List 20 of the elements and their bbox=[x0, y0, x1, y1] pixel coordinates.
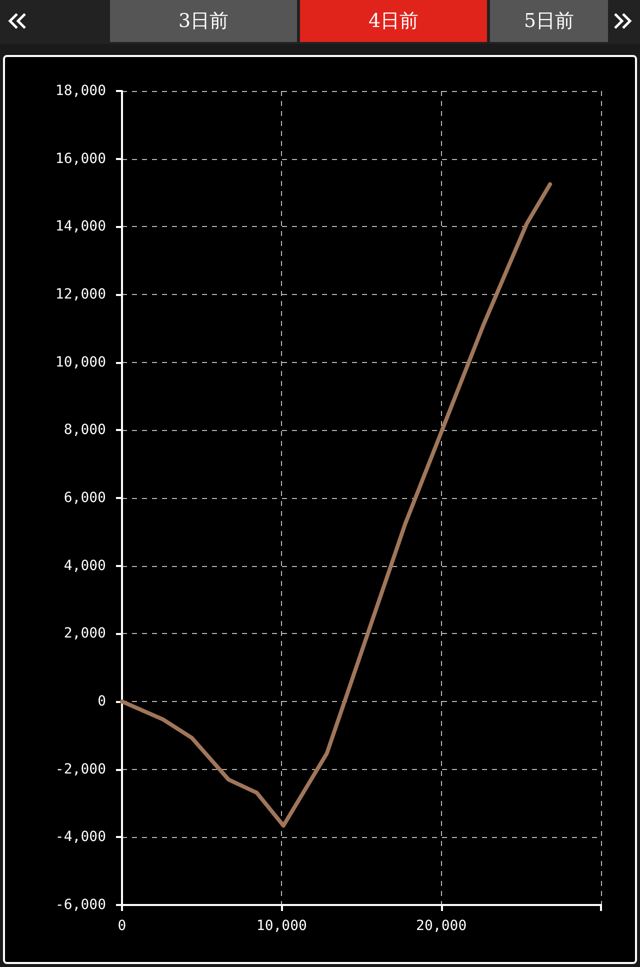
y-tick-label: -2,000 bbox=[55, 761, 106, 778]
y-tick-label: -4,000 bbox=[55, 829, 106, 846]
y-tick-label: 16,000 bbox=[55, 150, 106, 167]
y-tick-label: 0 bbox=[98, 694, 106, 710]
y-tick-label: 4,000 bbox=[64, 558, 106, 574]
y-tick-label: 18,000 bbox=[55, 83, 106, 99]
x-tick-label: 10,000 bbox=[256, 918, 307, 934]
line-series bbox=[120, 182, 552, 828]
text: 3日前 bbox=[110, 0, 297, 42]
y-tick-label: 14,000 bbox=[55, 218, 106, 235]
y-tick-label: 2,000 bbox=[64, 626, 106, 642]
y-tick-label: 8,000 bbox=[64, 422, 106, 438]
x-tick-label: 0 bbox=[118, 918, 126, 934]
text: 4日前 bbox=[300, 0, 487, 42]
y-tick-label: 6,000 bbox=[64, 490, 106, 506]
y-tick-label: 12,000 bbox=[55, 286, 106, 302]
x-tick-label: 20,000 bbox=[416, 918, 467, 934]
text: 5日前 bbox=[490, 0, 608, 42]
y-tick-label: -6,000 bbox=[55, 897, 106, 913]
y-tick-label: 10,000 bbox=[55, 354, 106, 370]
